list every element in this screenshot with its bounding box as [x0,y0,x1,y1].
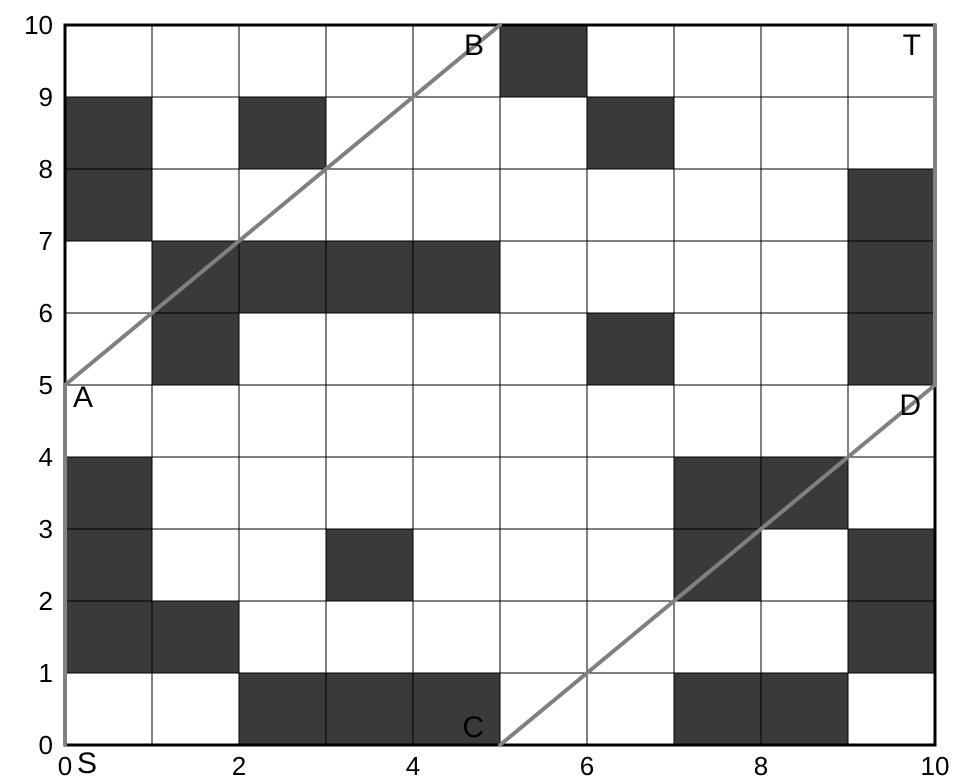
obstacle-cell [239,241,326,313]
obstacle-cell [326,673,413,745]
x-tick-label: 10 [921,751,950,781]
point-label-B: B [464,29,484,62]
obstacle-cell [413,241,500,313]
obstacle-cell [326,529,413,601]
obstacle-cell [65,601,152,673]
obstacle-cell [65,97,152,169]
point-label-T: T [903,29,921,62]
diagram-svg: 0 1 2 3 4 5 6 7 8 9 10 0 2 4 6 8 10 S A B T C D [0,0,955,782]
y-tick-label: 9 [39,82,53,112]
point-label-C: C [462,711,484,744]
obstacle-cell [848,313,935,385]
x-tick-label: 0 [58,751,72,781]
y-tick-label: 8 [39,154,53,184]
y-tick-label: 5 [39,370,53,400]
obstacle-cell [65,529,152,601]
y-tick-label: 6 [39,298,53,328]
obstacle-cell [761,673,848,745]
obstacle-cell [674,457,761,529]
point-label-S: S [77,747,97,780]
obstacle-cell [848,241,935,313]
y-tick-label: 7 [39,226,53,256]
obstacle-cell [848,601,935,673]
obstacle-cell [500,25,587,97]
point-label-A: A [73,381,93,414]
x-tick-label: 2 [232,751,246,781]
point-label-D: D [899,389,921,422]
y-tick-label: 1 [39,658,53,688]
obstacle-cell [65,457,152,529]
obstacle-cell [848,169,935,241]
y-tick-label: 3 [39,514,53,544]
y-tick-label: 2 [39,586,53,616]
grid-path-diagram: 0 1 2 3 4 5 6 7 8 9 10 0 2 4 6 8 10 S A B T C D [0,0,955,782]
obstacle-cell [674,673,761,745]
y-tick-label: 10 [24,10,53,40]
obstacle-cell [239,673,326,745]
obstacle-cell [587,97,674,169]
obstacle-cell [326,241,413,313]
obstacle-cell [152,601,239,673]
obstacle-cell [152,313,239,385]
x-tick-label: 4 [406,751,420,781]
obstacle-cell [65,169,152,241]
obstacle-cell [413,673,500,745]
y-tick-label: 0 [39,730,53,760]
x-tick-label: 6 [580,751,594,781]
x-tick-label: 8 [754,751,768,781]
obstacle-cell [587,313,674,385]
y-tick-label: 4 [39,442,53,472]
obstacle-cell [239,97,326,169]
obstacle-cell [848,529,935,601]
